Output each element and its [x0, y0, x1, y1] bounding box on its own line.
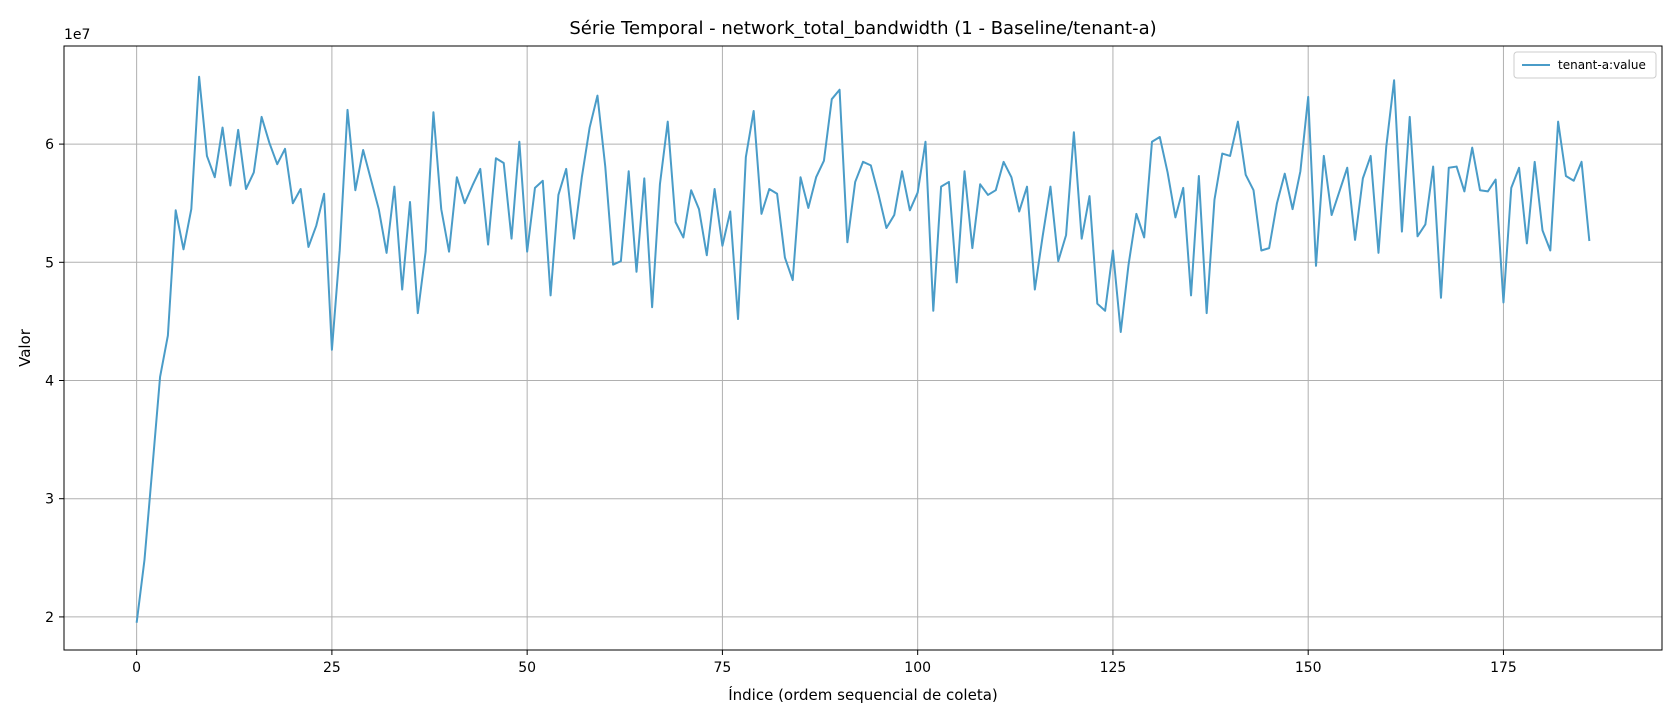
- x-tick-label: 50: [518, 660, 536, 676]
- x-tick-label: 100: [904, 660, 931, 676]
- legend-box: [1513, 51, 1657, 79]
- x-tick-label: 0: [132, 660, 141, 676]
- x-tick-label: 125: [1100, 660, 1127, 676]
- y-axis-ticks: 2 3 4 5 6: [45, 137, 64, 626]
- y-tick-label: 3: [45, 492, 54, 508]
- x-tick-label: 150: [1295, 660, 1322, 676]
- x-tick-label: 175: [1490, 660, 1517, 676]
- y-axis-label: Valor: [16, 328, 34, 367]
- legend-entry-label: tenant-a:value: [1558, 58, 1646, 72]
- chart-title: Série Temporal - network_total_bandwidth…: [569, 18, 1156, 39]
- legend: tenant-a:value: [1513, 51, 1657, 79]
- y-tick-label: 2: [45, 610, 54, 626]
- y-tick-label: 5: [45, 255, 54, 271]
- y-tick-label: 4: [45, 374, 54, 390]
- y-tick-label: 6: [45, 137, 54, 153]
- x-tick-label: 25: [323, 660, 341, 676]
- series-line: [135, 75, 1591, 623]
- x-axis-ticks: 0 25 50 75 100 125 150 175: [132, 650, 1517, 676]
- y-axis-multiplier-label: 1e7: [64, 27, 90, 43]
- plot-frame: [63, 45, 1663, 651]
- x-axis-label: Índice (ordem sequencial de coleta): [728, 685, 998, 704]
- grid-lines: [64, 46, 1662, 650]
- x-tick-label: 75: [713, 660, 731, 676]
- series-layer: [135, 75, 1591, 623]
